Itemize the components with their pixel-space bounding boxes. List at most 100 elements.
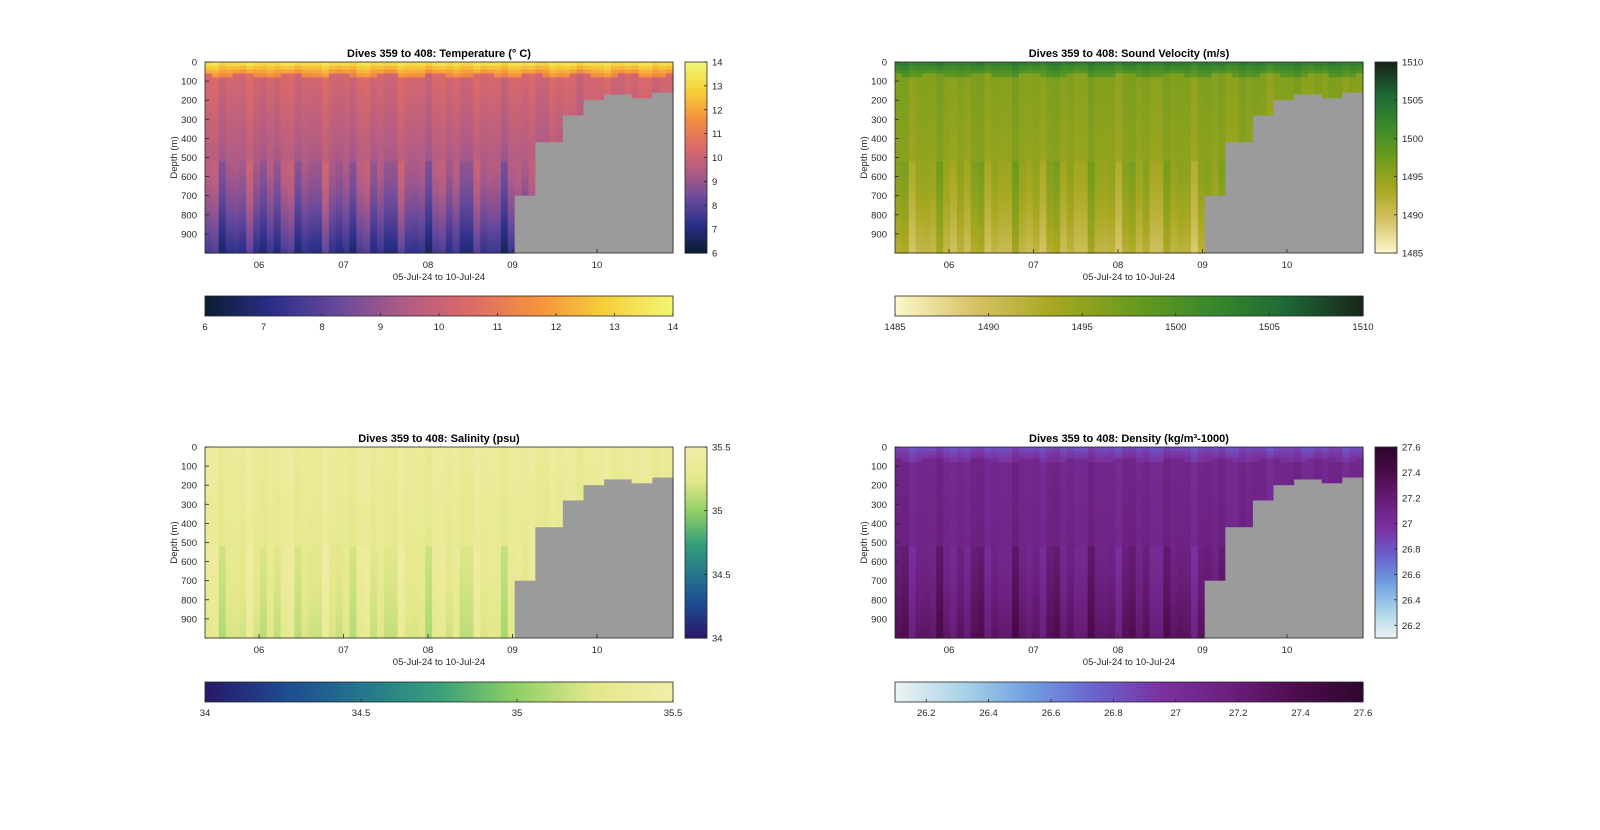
heatmap-cell: [1163, 115, 1171, 120]
heatmap-cell: [273, 245, 282, 250]
heatmap-cell: [1135, 203, 1144, 208]
heatmap-cell: [1018, 203, 1027, 208]
heatmap-cell: [977, 130, 986, 136]
heatmap-cell: [576, 100, 585, 105]
heatmap-cell: [1073, 165, 1082, 170]
heatmap-cell: [466, 149, 475, 155]
heatmap-cell: [950, 130, 958, 136]
heatmap-cell: [1156, 161, 1165, 166]
heatmap-cell: [404, 230, 413, 235]
heatmap-cell: [569, 84, 578, 90]
heatmap-cell: [936, 233, 944, 239]
heatmap-cell: [452, 237, 461, 243]
heatmap-cell: [1060, 191, 1068, 197]
heatmap-cell: [521, 134, 530, 139]
heatmap-cell: [356, 161, 364, 166]
heatmap-cell: [597, 81, 605, 86]
no-data-region: [617, 94, 626, 253]
heatmap-cell: [425, 104, 433, 109]
heatmap-cell: [1122, 111, 1130, 117]
heatmap-cell: [205, 107, 213, 113]
heatmap-cell: [356, 84, 364, 90]
heatmap-cell: [301, 123, 309, 128]
heatmap-cell: [349, 138, 358, 143]
heatmap-cell: [1087, 184, 1096, 189]
heatmap-cell: [397, 237, 406, 243]
heatmap-cell: [432, 241, 440, 246]
heatmap-cell: [342, 233, 351, 239]
heatmap-cell: [1087, 138, 1096, 143]
heatmap-cell: [494, 161, 502, 166]
heatmap-cell: [569, 81, 578, 86]
heatmap-cell: [218, 130, 227, 136]
heatmap-cell: [998, 62, 1006, 67]
heatmap-cell: [377, 214, 385, 220]
heatmap-cell: [315, 245, 323, 250]
heatmap-cell: [397, 180, 406, 185]
heatmap-cell: [998, 207, 1006, 212]
y-tick-label: 300: [181, 115, 197, 126]
heatmap-cell: [1094, 172, 1103, 178]
heatmap-cell: [500, 237, 509, 243]
heatmap-cell: [1129, 146, 1137, 151]
heatmap-cell: [1129, 168, 1137, 174]
heatmap-cell: [1053, 100, 1061, 105]
heatmap-cell: [1067, 100, 1075, 105]
colorbar-swatch: [685, 112, 707, 117]
heatmap-cell: [425, 126, 433, 132]
heatmap-cell: [1115, 233, 1123, 239]
heatmap-cell: [232, 176, 241, 182]
heatmap-cell: [218, 62, 227, 67]
heatmap-cell: [404, 191, 413, 197]
heatmap-cell: [452, 233, 461, 239]
heatmap-cell: [991, 62, 999, 67]
heatmap-cell: [556, 77, 564, 82]
heatmap-cell: [984, 73, 992, 78]
heatmap-cell: [956, 115, 965, 120]
heatmap-cell: [977, 207, 986, 212]
colorbar-swatch: [685, 186, 707, 190]
heatmap-cell: [397, 146, 406, 151]
heatmap-cell: [473, 226, 481, 231]
heatmap-cell: [1005, 62, 1013, 67]
heatmap-cell: [370, 138, 378, 143]
heatmap-cell: [253, 126, 261, 132]
heatmap-cell: [1046, 191, 1054, 197]
heatmap-cell: [466, 115, 475, 120]
heatmap-cell: [984, 180, 992, 185]
heatmap-cell: [315, 146, 323, 151]
heatmap-cell: [418, 111, 426, 117]
heatmap-cell: [225, 69, 234, 75]
heatmap-cell: [363, 96, 371, 101]
no-data-region: [645, 98, 653, 253]
heatmap-cell: [1012, 73, 1020, 78]
heatmap-cell: [342, 100, 351, 105]
heatmap-cell: [970, 230, 979, 235]
heatmap-cell: [963, 230, 972, 235]
heatmap-cell: [287, 168, 296, 174]
heatmap-cell: [459, 157, 468, 162]
heatmap-cell: [1018, 210, 1027, 216]
heatmap-cell: [1012, 207, 1020, 212]
heatmap-cell: [1012, 245, 1020, 250]
heatmap-cell: [631, 77, 640, 82]
heatmap-cell: [1080, 115, 1089, 120]
heatmap-cell: [266, 84, 275, 90]
heatmap-cell: [617, 81, 626, 86]
heatmap-cell: [1039, 203, 1048, 208]
heatmap-cell: [1156, 214, 1165, 220]
heatmap-cell: [232, 165, 241, 170]
heatmap-cell: [929, 237, 937, 243]
heatmap-cell: [418, 207, 426, 212]
heatmap-cell: [936, 65, 944, 71]
heatmap-cell: [466, 241, 475, 246]
heatmap-cell: [1067, 199, 1075, 204]
heatmap-cell: [963, 92, 972, 97]
heatmap-cell: [211, 210, 220, 216]
heatmap-cell: [1135, 233, 1144, 239]
heatmap-cell: [390, 245, 399, 250]
heatmap-cell: [1012, 195, 1020, 201]
heatmap-cell: [1170, 161, 1178, 166]
heatmap-cell: [1177, 123, 1185, 128]
heatmap-cell: [1087, 218, 1096, 224]
